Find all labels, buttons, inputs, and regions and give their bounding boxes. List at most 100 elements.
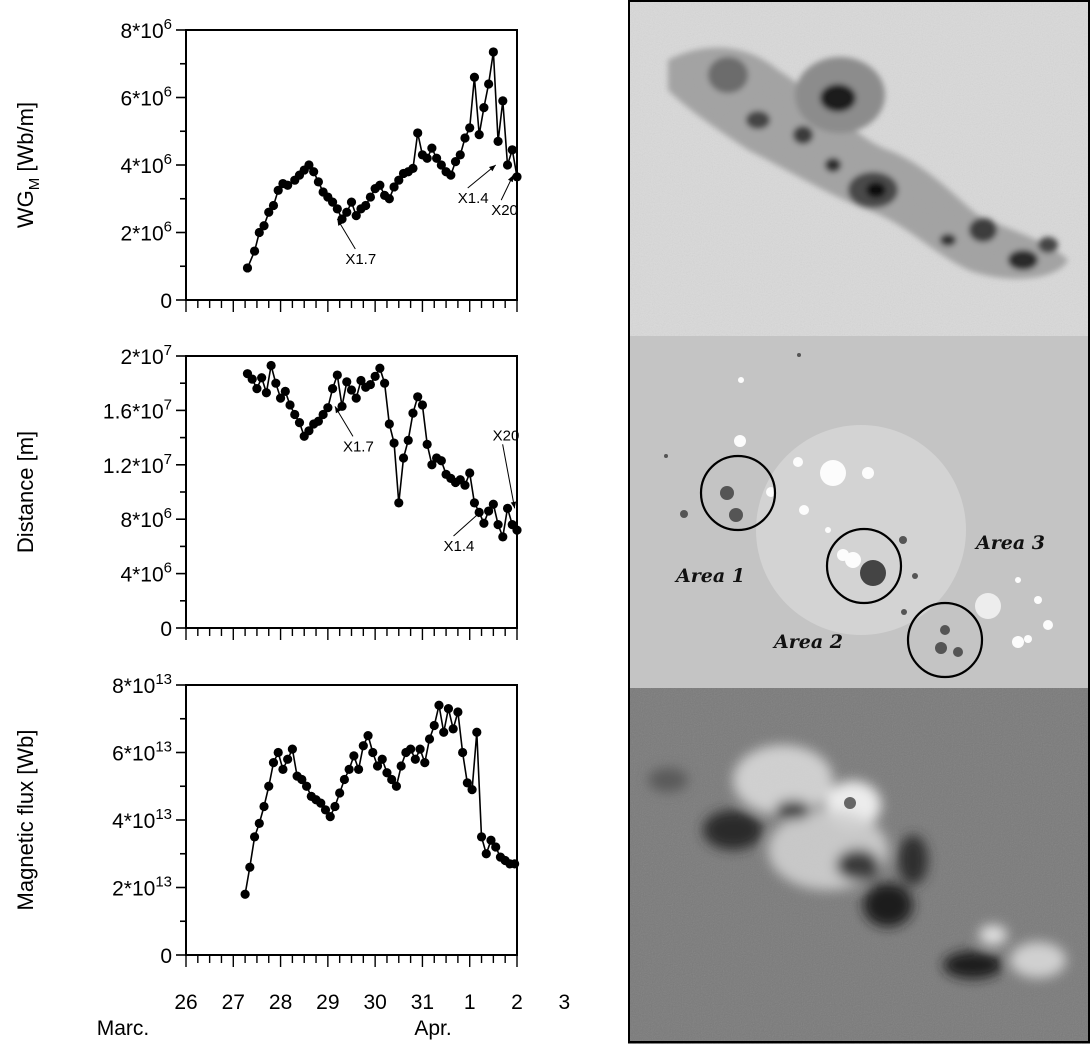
data-point — [249, 246, 260, 256]
data-point — [484, 79, 494, 89]
data-point — [287, 744, 297, 754]
data-point — [510, 859, 520, 869]
y-tick-label: 0 — [160, 290, 172, 313]
x-tick-label: 28 — [269, 991, 292, 1014]
magnetic-flux-ylabel: Magnetic flux [Wb] — [13, 730, 38, 911]
x-tick-label: 2 — [511, 991, 523, 1014]
x-tick-label: 27 — [222, 991, 245, 1014]
data-point — [294, 418, 305, 428]
data-point — [476, 832, 487, 842]
data-point — [493, 136, 503, 146]
data-point — [290, 409, 300, 420]
data-point — [342, 207, 352, 217]
data-point — [486, 835, 496, 845]
data-point — [351, 393, 361, 403]
data-point — [259, 801, 269, 812]
data-point — [309, 167, 319, 177]
data-point — [304, 426, 314, 436]
y-tick-label: 6*1013 — [112, 739, 172, 766]
data-point — [318, 409, 328, 420]
y-tick-label: 6*106 — [120, 84, 172, 111]
data-point — [268, 200, 279, 211]
data-point — [242, 263, 253, 273]
y-tick-label: 8*106 — [120, 505, 172, 532]
data-point — [396, 761, 406, 771]
data-point — [370, 371, 380, 381]
month-label-april: Apr. — [414, 1017, 451, 1040]
area-2-label: Area 2 — [772, 631, 843, 653]
data-point — [320, 805, 331, 815]
y-tick-label: 1.6*107 — [103, 396, 172, 423]
data-point — [283, 754, 293, 764]
data-point — [450, 157, 461, 167]
data-point — [493, 520, 503, 530]
data-point — [327, 384, 338, 394]
data-point — [240, 889, 250, 899]
data-point — [420, 758, 430, 768]
data-point — [479, 518, 489, 528]
y-tick-label: 4*1013 — [112, 806, 172, 833]
data-point — [372, 761, 383, 771]
annotation-label: X1.7 — [345, 251, 376, 268]
wgm-chart: WGM [Wb/m] 0 2*106 4*106 6*106 8*106 X1.7 X1.4… — [13, 16, 522, 313]
data-point — [344, 764, 354, 774]
month-label-march: Marc. — [97, 1017, 150, 1040]
data-point — [413, 128, 423, 138]
charts-area: WGM [Wb/m] 0 2*106 4*106 6*106 8*106 X1.7 X1.4… — [13, 16, 570, 1040]
data-point — [408, 163, 418, 173]
data-point — [465, 468, 475, 478]
data-point — [346, 197, 357, 207]
data-point — [429, 720, 439, 731]
data-point — [413, 392, 423, 402]
y-tick-label: 4*106 — [120, 560, 172, 587]
data-point — [316, 798, 326, 808]
annotation-label: X20 — [491, 202, 518, 219]
data-point — [353, 764, 364, 774]
data-point — [283, 180, 293, 190]
y-tick-label: 0 — [160, 618, 172, 641]
x-tick-label: 3 — [558, 991, 570, 1014]
data-point — [465, 123, 475, 133]
data-point — [264, 207, 274, 217]
data-point — [332, 370, 342, 380]
data-point — [498, 532, 508, 542]
data-point — [342, 377, 352, 387]
area-1-circle — [699, 454, 777, 532]
wgm-ylabel: WGM [Wb/m] — [13, 102, 43, 228]
data-point — [327, 197, 338, 207]
data-point — [285, 400, 295, 410]
y-tick-label: 2*107 — [120, 342, 172, 369]
x-tick-label: 26 — [174, 991, 197, 1014]
data-point — [375, 363, 385, 373]
y-tick-label: 2*106 — [120, 219, 172, 246]
data-point — [436, 160, 446, 170]
data-point — [275, 393, 286, 403]
data-point — [249, 832, 260, 842]
data-point — [434, 700, 444, 710]
data-point — [406, 744, 416, 754]
data-point — [382, 768, 392, 778]
data-point — [472, 727, 482, 737]
data-point — [394, 175, 404, 185]
series-line — [246, 51, 518, 269]
data-point — [339, 774, 350, 785]
plot-frame — [185, 355, 518, 629]
annotation-label: X20 — [493, 427, 520, 444]
data-point — [301, 781, 312, 791]
data-point — [415, 744, 425, 754]
data-point — [462, 778, 472, 788]
data-point — [375, 180, 385, 190]
data-point — [446, 170, 456, 180]
data-point — [403, 435, 413, 445]
data-point — [245, 862, 255, 872]
y-tick-label: 2*1013 — [112, 874, 172, 901]
data-point — [252, 384, 262, 394]
date-axis-labels: Marc. Apr. — [97, 1017, 452, 1040]
series-line — [246, 365, 518, 540]
area-3-circle — [906, 601, 984, 679]
data-point — [479, 103, 489, 113]
data-point — [408, 408, 418, 418]
annotation-label: X1.4 — [458, 190, 489, 207]
y-tick-label: 1.2*107 — [103, 451, 172, 478]
data-point — [313, 416, 323, 426]
